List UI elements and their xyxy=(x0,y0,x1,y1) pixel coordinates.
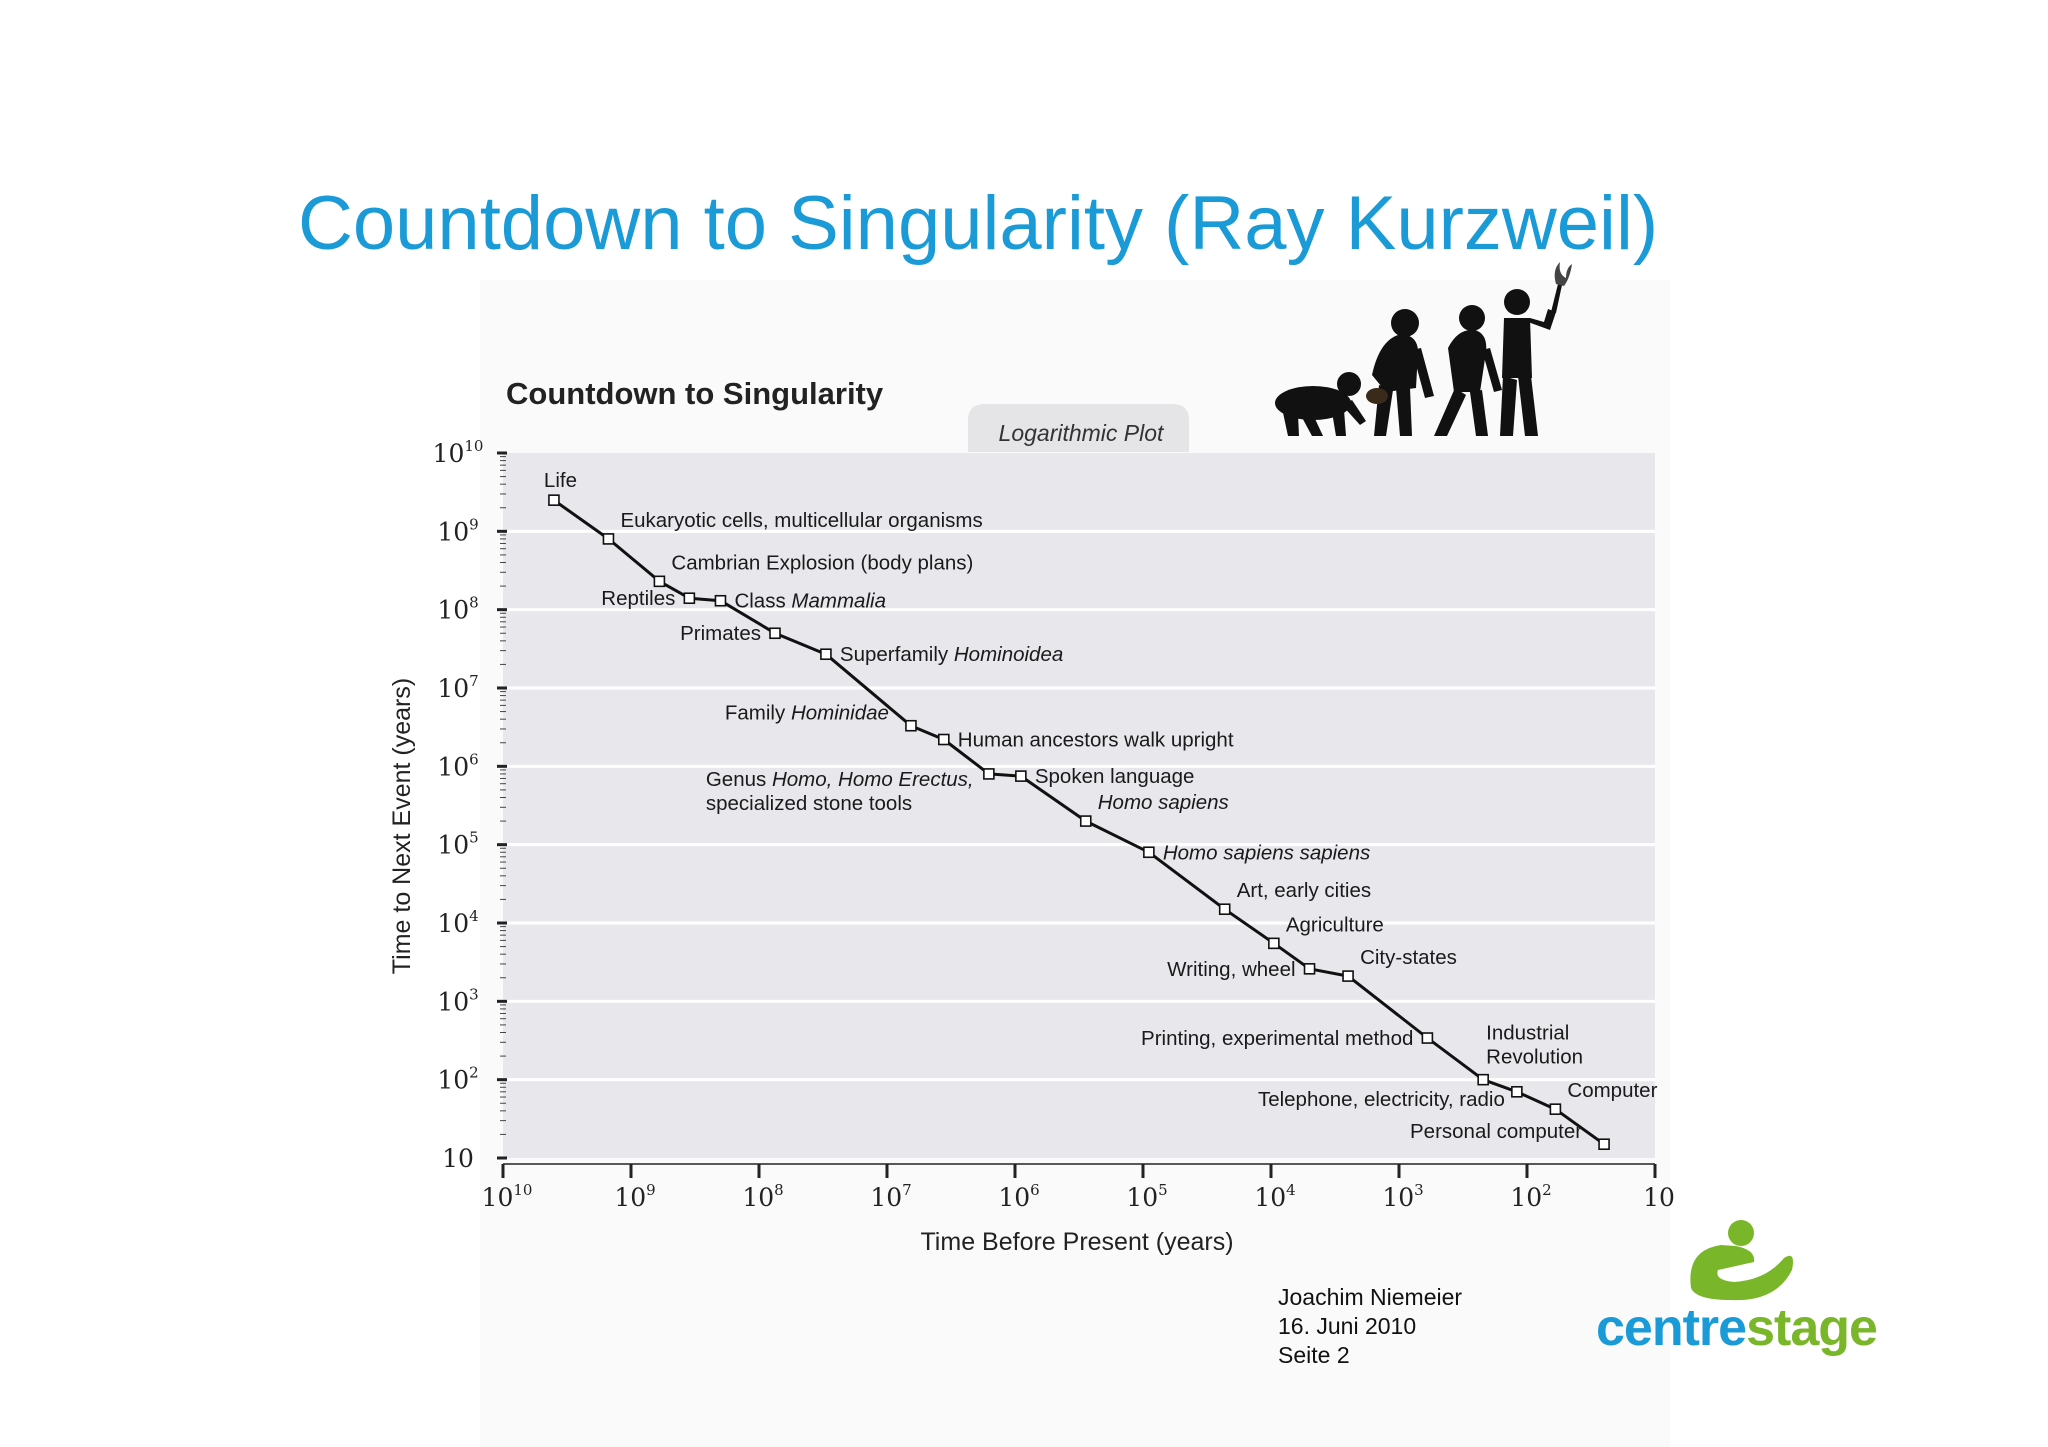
y-tick-label: 108 xyxy=(437,594,478,625)
x-tick-label: 1010 xyxy=(482,1181,533,1212)
data-point-marker xyxy=(1598,1138,1610,1151)
logo-word-centre: centre xyxy=(1596,1299,1747,1357)
human-evolution-silhouettes-icon xyxy=(1275,262,1572,436)
footer-page: Seite 2 xyxy=(1278,1342,1350,1368)
y-tick-label: 103 xyxy=(437,985,478,1016)
ape-figure-1-icon xyxy=(1275,372,1366,436)
y-axis-label: Time to Next Event (years) xyxy=(388,678,416,974)
data-point-marker xyxy=(1218,903,1231,916)
data-point-label: Life xyxy=(544,469,577,492)
y-tick-label: 109 xyxy=(437,515,478,546)
data-point-label: Writing, wheel xyxy=(1167,958,1295,981)
data-point-marker xyxy=(937,733,950,746)
data-point-label: Telephone, electricity, radio xyxy=(1258,1088,1505,1111)
x-tick-label: 106 xyxy=(998,1181,1039,1212)
data-point-marker xyxy=(1303,963,1316,975)
footer-date: 16. Juni 2010 xyxy=(1278,1313,1417,1339)
footer: Joachim Niemeier 16. Juni 2010 Seite 2 xyxy=(1278,1283,1462,1370)
data-point-marker xyxy=(1015,770,1027,782)
data-point-marker xyxy=(905,719,917,732)
data-point-marker xyxy=(683,592,696,605)
data-point-marker xyxy=(548,494,560,506)
y-tick-label: 102 xyxy=(437,1064,478,1095)
data-point-label: Agriculture xyxy=(1286,913,1384,936)
ape-figure-2-icon xyxy=(1366,309,1434,436)
subtitle-tab-shape xyxy=(968,404,1189,452)
data-point-label: Homo sapiens xyxy=(1098,791,1229,814)
data-point-marker xyxy=(602,533,615,545)
x-tick-label: 102 xyxy=(1510,1181,1551,1212)
data-point-label: Printing, experimental method xyxy=(1141,1027,1413,1050)
y-tick-label: 1010 xyxy=(433,437,484,468)
data-point-marker xyxy=(1268,937,1280,950)
x-tick-label: 107 xyxy=(870,1181,911,1212)
y-tick-label: 104 xyxy=(437,907,478,938)
data-point-marker xyxy=(1549,1103,1562,1115)
hominid-figure-icon xyxy=(1434,305,1502,436)
data-point-label: Class Mammalia xyxy=(734,590,886,613)
centrestage-logo: centrestage xyxy=(1596,1210,1896,1370)
footer-author: Joachim Niemeier xyxy=(1278,1284,1463,1310)
data-point-label: Family Hominidae xyxy=(725,702,889,725)
chart-subtitle: Logarithmic Plot xyxy=(999,420,1166,446)
data-point-marker xyxy=(1421,1032,1434,1044)
data-point-label: Personal computer xyxy=(1410,1120,1582,1143)
x-tick-label: 10 xyxy=(1643,1183,1675,1212)
data-point-label: Genus Homo, Homo Erectus, specialized sto… xyxy=(706,768,974,815)
series-line xyxy=(553,498,1605,1146)
data-point-label: Art, early cities xyxy=(1237,879,1371,902)
data-point-marker xyxy=(1511,1086,1523,1098)
data-point-marker xyxy=(1143,846,1155,859)
data-point-label: City-states xyxy=(1360,946,1457,969)
data-point-marker xyxy=(1342,970,1354,982)
data-point-label: Industrial Revolution xyxy=(1486,1022,1583,1069)
human-torch-figure-icon xyxy=(1500,262,1572,436)
data-point-label: Computer xyxy=(1567,1079,1657,1102)
data-point-label: Homo sapiens sapiens xyxy=(1163,841,1370,864)
y-tick-label: 107 xyxy=(437,672,478,703)
slide-title: Countdown to Singularity (Ray Kurzweil) xyxy=(298,181,1659,266)
y-tick-label: 106 xyxy=(437,750,478,781)
data-point-marker xyxy=(714,594,727,607)
data-point-marker xyxy=(983,768,995,780)
x-axis-label: Time Before Present (years) xyxy=(920,1228,1233,1256)
centrestage-emblem-icon xyxy=(1690,1220,1793,1301)
plot-background xyxy=(503,453,1655,1158)
data-point-marker xyxy=(1477,1073,1489,1086)
x-tick-label: 105 xyxy=(1126,1181,1167,1212)
data-point-label: Primates xyxy=(680,622,761,645)
x-tick-label: 108 xyxy=(742,1181,783,1212)
x-tick-label: 104 xyxy=(1254,1181,1295,1212)
chart-title: Countdown to Singularity xyxy=(506,376,884,411)
x-tick-label: 103 xyxy=(1382,1181,1423,1212)
data-point-marker xyxy=(820,648,832,661)
x-tick-label: 109 xyxy=(614,1181,655,1212)
data-point-label: Reptiles xyxy=(601,587,675,610)
data-point-label: Eukaryotic cells, multicellular organism… xyxy=(620,509,982,532)
logo-word-stage: stage xyxy=(1746,1299,1878,1357)
y-tick-label: 10 xyxy=(442,1144,474,1173)
data-point-marker xyxy=(653,575,666,588)
data-point-label: Cambrian Explosion (body plans) xyxy=(671,551,973,574)
data-point-marker xyxy=(1079,815,1092,827)
data-point-label: Human ancestors walk upright xyxy=(958,729,1234,752)
y-tick-label: 105 xyxy=(437,829,478,860)
data-point-label: Spoken language xyxy=(1035,765,1195,788)
data-point-label: Superfamily Hominoidea xyxy=(840,643,1063,666)
subtitle-tab: Logarithmic Plot xyxy=(968,404,1189,452)
data-point-marker xyxy=(769,627,781,640)
logo-wordmark: centrestage xyxy=(1596,1298,1878,1358)
